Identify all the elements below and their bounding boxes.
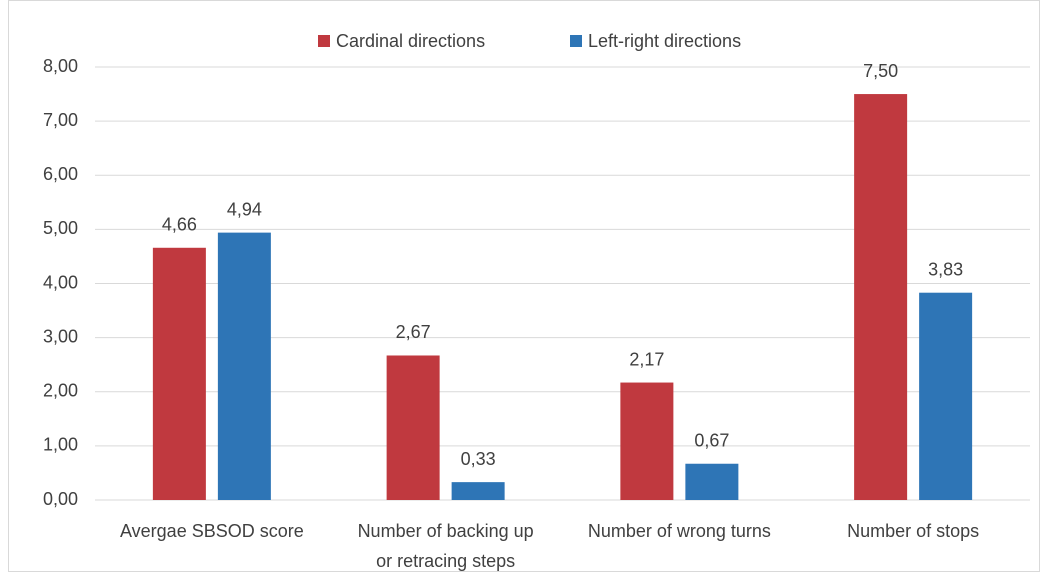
legend-label: Left-right directions	[588, 31, 741, 51]
data-label: 0,67	[694, 430, 729, 450]
x-tick-line: or retracing steps	[376, 551, 515, 571]
data-label: 7,50	[863, 61, 898, 81]
y-tick-label: 3,00	[43, 326, 78, 346]
bar	[451, 482, 505, 500]
bar	[217, 232, 271, 500]
data-label: 2,67	[396, 322, 431, 342]
y-tick-label: 0,00	[43, 489, 78, 509]
y-tick-label: 8,00	[43, 56, 78, 76]
bar	[854, 94, 908, 500]
data-label: 3,83	[928, 259, 963, 279]
x-tick-label: Avergae SBSOD score	[120, 521, 304, 541]
x-tick-label: Number of wrong turns	[588, 521, 771, 541]
bar	[685, 463, 739, 500]
y-tick-label: 7,00	[43, 110, 78, 130]
bar	[919, 292, 973, 500]
y-tick-label: 4,00	[43, 272, 78, 292]
y-tick-label: 1,00	[43, 435, 78, 455]
x-tick-label: Number of backing up or retracing steps	[358, 521, 534, 571]
y-tick-label: 2,00	[43, 381, 78, 401]
data-label: 2,17	[629, 349, 664, 369]
legend-swatch	[570, 35, 582, 47]
data-label: 0,33	[461, 449, 496, 469]
x-tick-line: Number of backing up	[358, 521, 534, 541]
bar	[152, 247, 206, 500]
legend-swatch	[318, 35, 330, 47]
x-tick-label: Number of stops	[847, 521, 979, 541]
data-label: 4,66	[162, 215, 197, 235]
bar	[386, 355, 440, 500]
bar	[620, 382, 674, 500]
y-tick-label: 5,00	[43, 218, 78, 238]
legend-label: Cardinal directions	[336, 31, 485, 51]
y-tick-label: 6,00	[43, 164, 78, 184]
data-label: 4,94	[227, 199, 262, 219]
